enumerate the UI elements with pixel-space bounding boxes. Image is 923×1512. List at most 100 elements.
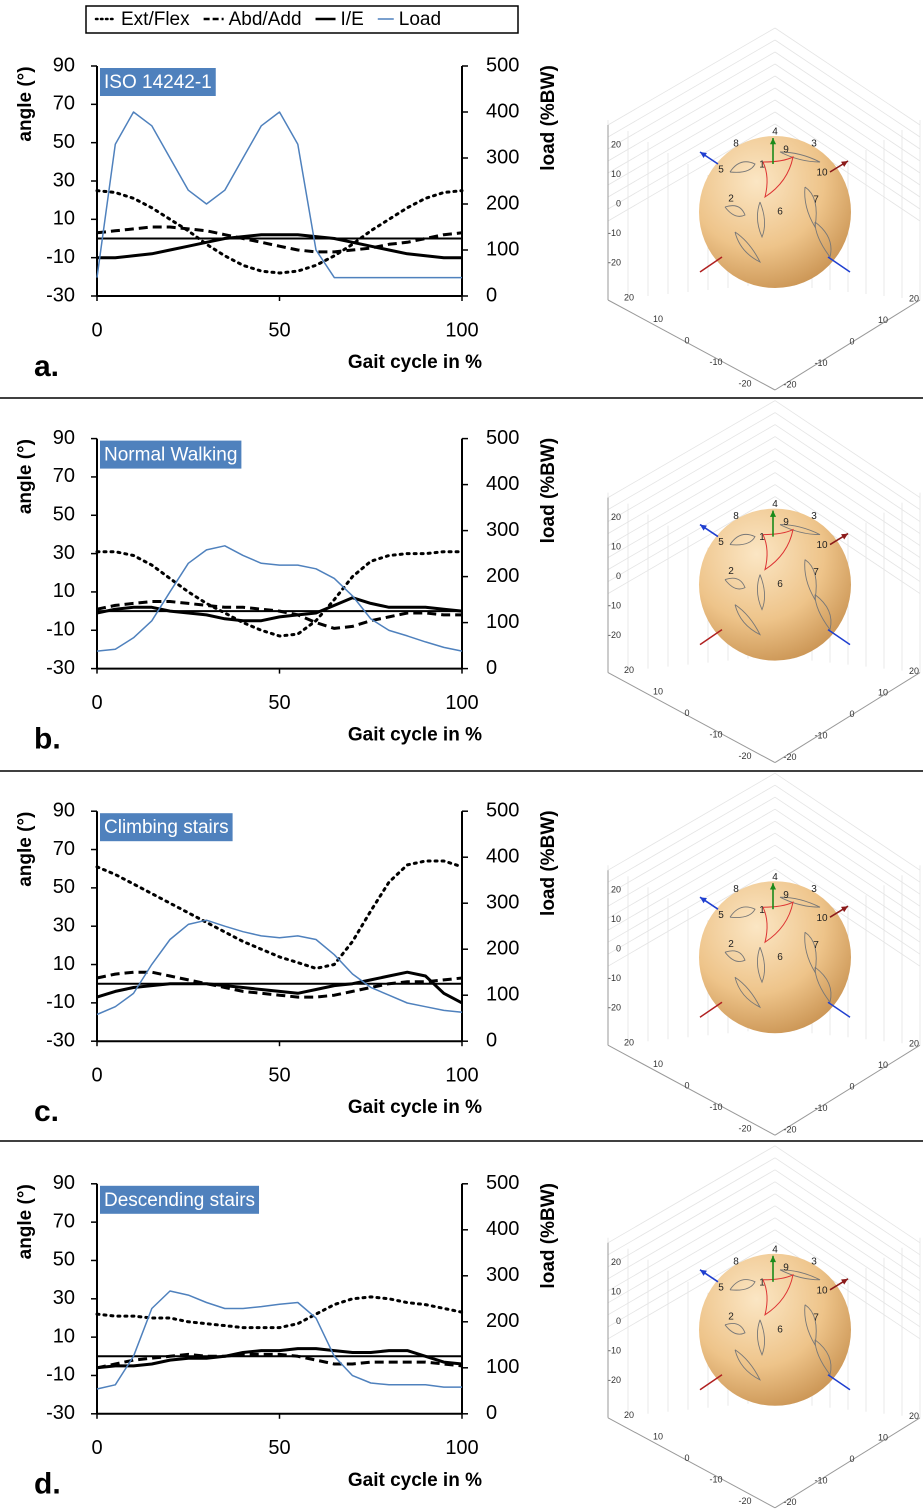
sphere-tick-label: -20 <box>738 1496 751 1506</box>
point-label: 8 <box>733 1256 739 1267</box>
sphere-tick-label: 0 <box>849 1082 854 1092</box>
wear-path <box>779 896 821 908</box>
sphere-grid <box>774 87 921 186</box>
sphere-tick-label: -10 <box>709 1475 722 1485</box>
sphere-grid <box>607 808 776 907</box>
wear-path <box>724 1322 746 1335</box>
sphere-grid <box>774 1169 921 1268</box>
sphere-tick-label: -20 <box>608 1375 621 1385</box>
sphere-grid <box>774 99 921 198</box>
x-axis-label: Gait cycle in % <box>348 352 482 373</box>
point-label: 8 <box>733 139 739 150</box>
arrow-head <box>841 906 848 913</box>
sphere-axis <box>774 1044 921 1136</box>
sphere-tick-label: 10 <box>878 315 888 325</box>
y-tick-label: 70 <box>53 465 75 487</box>
sphere-tick-label: 0 <box>849 336 854 346</box>
point-label: 10 <box>816 1285 828 1296</box>
sphere-grid <box>607 772 776 871</box>
wear-path <box>757 947 765 984</box>
point-label: 9 <box>783 890 789 901</box>
y2-tick-label: 100 <box>486 1356 519 1378</box>
sphere-grid <box>774 1193 921 1292</box>
sphere-tick-label: 0 <box>616 944 621 954</box>
sphere-tick-label: -20 <box>738 751 751 761</box>
sphere-grid <box>774 436 921 534</box>
sphere-tick-label: -20 <box>738 1124 751 1134</box>
point-label: 8 <box>733 511 739 522</box>
chart-title: Climbing stairs <box>104 817 229 838</box>
panel-label: c. <box>34 1095 59 1128</box>
series-line <box>96 1290 462 1390</box>
sphere-tick-label: 0 <box>616 1316 621 1326</box>
wear-path <box>779 151 821 163</box>
y-tick-label: 30 <box>53 1287 75 1309</box>
arrow-head <box>769 883 777 890</box>
arrow-head <box>700 1269 707 1276</box>
point-label: 10 <box>816 540 828 551</box>
wear-path-highlight <box>762 1273 794 1316</box>
y-tick-label: -10 <box>46 619 75 641</box>
y-tick-label: 30 <box>53 169 75 191</box>
y2-tick-label: 500 <box>486 427 519 449</box>
sphere-grid <box>607 1157 776 1256</box>
sphere-grid <box>774 51 921 150</box>
y2-tick-label: 200 <box>486 1310 519 1332</box>
y2-tick-label: 300 <box>486 1264 519 1286</box>
legend-label: Abd/Add <box>229 9 302 30</box>
sphere-grid <box>774 1145 921 1244</box>
y-tick-label: 50 <box>53 504 75 526</box>
arrow-head <box>841 161 848 167</box>
x-tick-label: 50 <box>268 1064 290 1086</box>
y2-tick-label: 0 <box>486 1029 497 1051</box>
wear-path <box>814 594 832 631</box>
y-tick-label: 70 <box>53 93 75 115</box>
y-tick-label: 30 <box>53 914 75 936</box>
legend-label: Ext/Flex <box>121 9 190 30</box>
sphere-tick-label: -20 <box>783 752 796 762</box>
sphere-grid <box>607 123 776 222</box>
sphere-tick-label: -10 <box>608 1346 621 1356</box>
x-tick-label: 0 <box>91 692 102 714</box>
sphere-tick-label: 20 <box>909 293 919 303</box>
x-tick-label: 50 <box>268 692 290 714</box>
y2-tick-label: 400 <box>486 100 519 122</box>
sphere-tick-label: 10 <box>878 687 888 697</box>
sphere-grid <box>607 63 776 162</box>
sphere-grid <box>607 424 776 522</box>
x-axis-label: Gait cycle in % <box>348 725 482 746</box>
sphere-grid <box>774 27 921 126</box>
sphere-grid <box>774 448 921 546</box>
point-label: 3 <box>811 1256 817 1267</box>
y-tick-label: -10 <box>46 991 75 1013</box>
wear-path <box>779 1269 821 1281</box>
series-line <box>96 225 463 254</box>
sphere-tick-label: 0 <box>616 571 621 581</box>
y2-tick-label: 500 <box>486 1172 519 1194</box>
panel-label: d. <box>34 1468 61 1501</box>
y2-tick-label: 300 <box>486 891 519 913</box>
sphere-tick-label: 20 <box>909 1039 919 1049</box>
sphere-tick-label: 0 <box>849 709 854 719</box>
sphere-grid <box>607 868 776 967</box>
sphere <box>699 881 851 1034</box>
sphere-grid <box>774 784 921 883</box>
series-line <box>96 1352 463 1370</box>
wear-path <box>729 1279 756 1291</box>
sphere-tick-label: 0 <box>684 1453 689 1463</box>
sphere-grid <box>607 1145 776 1244</box>
x-tick-label: 50 <box>268 319 290 341</box>
title-box <box>100 68 216 96</box>
sphere-grid <box>607 27 776 126</box>
series-line <box>96 545 463 652</box>
sphere-tick-label: 20 <box>624 1410 634 1420</box>
axis-stub <box>827 1001 851 1018</box>
sphere-tick-label: 10 <box>878 1433 888 1443</box>
point-label: 6 <box>777 1324 783 1335</box>
sphere-axis <box>607 1044 776 1136</box>
sphere-grid <box>607 784 776 883</box>
x-tick-label: 0 <box>91 1437 102 1459</box>
sphere-axis <box>607 299 776 391</box>
series-line <box>96 970 463 1005</box>
sphere-grid <box>774 1157 921 1256</box>
